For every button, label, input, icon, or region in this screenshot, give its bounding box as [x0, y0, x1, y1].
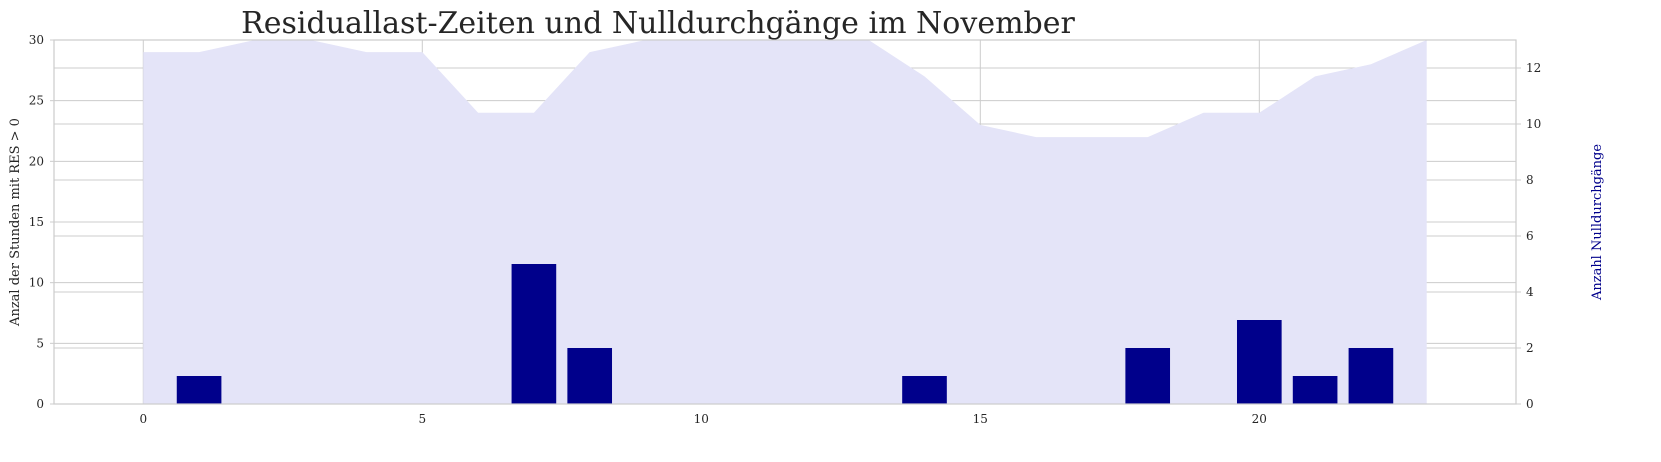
y-right-tick-label: 10	[1526, 117, 1541, 131]
y-axis-right-label: Anzahl Nulldurchgänge	[1590, 144, 1605, 301]
y-right-tick-label: 8	[1526, 173, 1534, 187]
y-right-tick-label: 6	[1526, 229, 1534, 243]
bar	[1292, 376, 1338, 404]
x-tick-label: 15	[973, 412, 988, 426]
x-tick-label: 0	[139, 412, 147, 426]
bar	[511, 264, 557, 404]
chart-title: Residuallast-Zeiten und Nulldurchgänge i…	[241, 6, 1075, 41]
bar-series	[176, 264, 1394, 404]
y-left-tick-label: 30	[29, 33, 44, 47]
y-left-tick-label: 0	[36, 397, 44, 411]
y-left-tick-label: 10	[29, 276, 44, 290]
y-right-tick-label: 2	[1526, 341, 1534, 355]
bar	[567, 348, 613, 404]
y-left-tick-label: 20	[29, 154, 44, 168]
y-right-tick-label: 4	[1526, 285, 1534, 299]
tick-labels: 0 5 10 15 20 0 5 10 15 20 25 30 0 2 4 6 8 10 12	[29, 33, 1542, 426]
bar	[1125, 348, 1171, 404]
bar	[1236, 320, 1282, 404]
y-right-tick-label: 0	[1526, 397, 1534, 411]
bar	[1348, 348, 1394, 404]
y-right-tick-label: 12	[1526, 61, 1541, 75]
x-tick-label: 5	[418, 412, 426, 426]
y-left-tick-label: 5	[36, 336, 44, 350]
y-axis-left-label: Anzal der Stunden mit RES > 0	[8, 118, 23, 327]
x-tick-label: 20	[1252, 412, 1267, 426]
bar	[176, 376, 222, 404]
y-left-tick-label: 25	[29, 94, 44, 108]
area-series	[143, 40, 1427, 404]
x-tick-label: 10	[694, 412, 709, 426]
y-left-tick-label: 15	[29, 215, 44, 229]
area-fill	[143, 40, 1427, 404]
bar	[902, 376, 947, 404]
